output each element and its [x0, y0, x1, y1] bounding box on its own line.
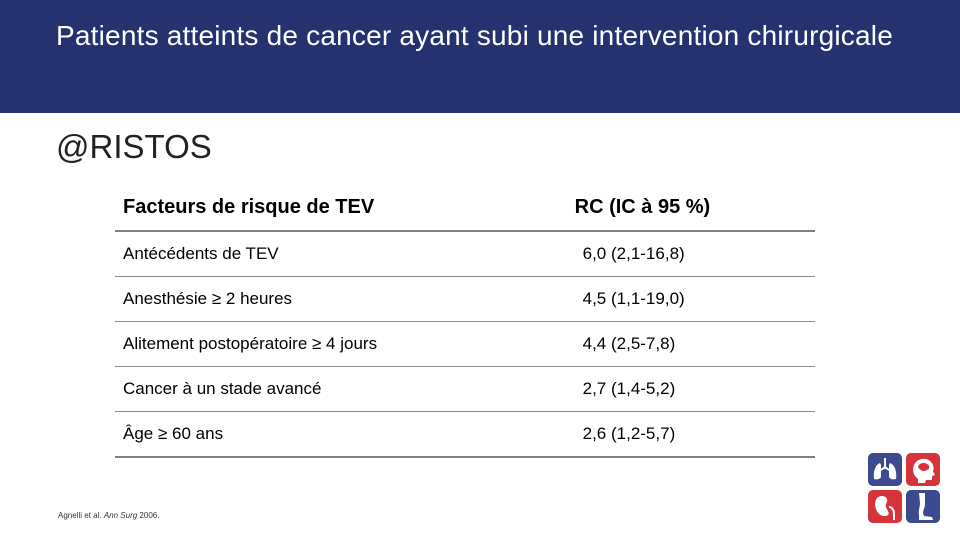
table-row: Antécédents de TEV 6,0 (2,1-16,8)	[115, 231, 815, 277]
table-row: Alitement postopératoire ≥ 4 jours 4,4 (…	[115, 321, 815, 367]
risk-factor-table: Facteurs de risque de TEV RC (IC à 95 %)…	[115, 184, 815, 458]
citation-year: 2006.	[139, 511, 160, 520]
risk-factor-cell: Âge ≥ 60 ans	[115, 411, 527, 458]
citation: Agnelli et al. Ann Surg 2006.	[58, 511, 159, 520]
kidney-icon	[868, 490, 902, 523]
column-header-factor: Facteurs de risque de TEV	[115, 184, 527, 232]
lungs-icon	[868, 453, 902, 486]
odds-ratio-cell: 4,4 (2,5-7,8)	[526, 321, 815, 367]
table-header-row: Facteurs de risque de TEV RC (IC à 95 %)	[115, 184, 815, 232]
citation-journal: Ann Surg	[103, 511, 138, 520]
head-brain-icon	[906, 453, 940, 486]
citation-authors: Agnelli et al.	[58, 511, 102, 520]
risk-factor-cell: Cancer à un stade avancé	[115, 366, 527, 412]
table-row: Âge ≥ 60 ans 2,6 (1,2-5,7)	[115, 411, 815, 458]
table-row: Anesthésie ≥ 2 heures 4,5 (1,1-19,0)	[115, 276, 815, 322]
risk-factor-cell: Alitement postopératoire ≥ 4 jours	[115, 321, 527, 367]
odds-ratio-cell: 6,0 (2,1-16,8)	[526, 231, 815, 277]
study-name: @RISTOS	[56, 128, 212, 165]
organ-logo	[868, 453, 944, 526]
risk-factor-cell: Antécédents de TEV	[115, 231, 527, 277]
title-bar: Patients atteints de cancer ayant subi u…	[0, 0, 960, 113]
risk-factor-cell: Anesthésie ≥ 2 heures	[115, 276, 527, 322]
leg-icon	[906, 490, 940, 523]
column-header-odds-ratio: RC (IC à 95 %)	[526, 184, 815, 232]
odds-ratio-cell: 2,6 (1,2-5,7)	[526, 411, 815, 458]
odds-ratio-cell: 4,5 (1,1-19,0)	[526, 276, 815, 322]
table-row: Cancer à un stade avancé 2,7 (1,4-5,2)	[115, 366, 815, 412]
slide-title: Patients atteints de cancer ayant subi u…	[56, 20, 893, 51]
odds-ratio-cell: 2,7 (1,4-5,2)	[526, 366, 815, 412]
